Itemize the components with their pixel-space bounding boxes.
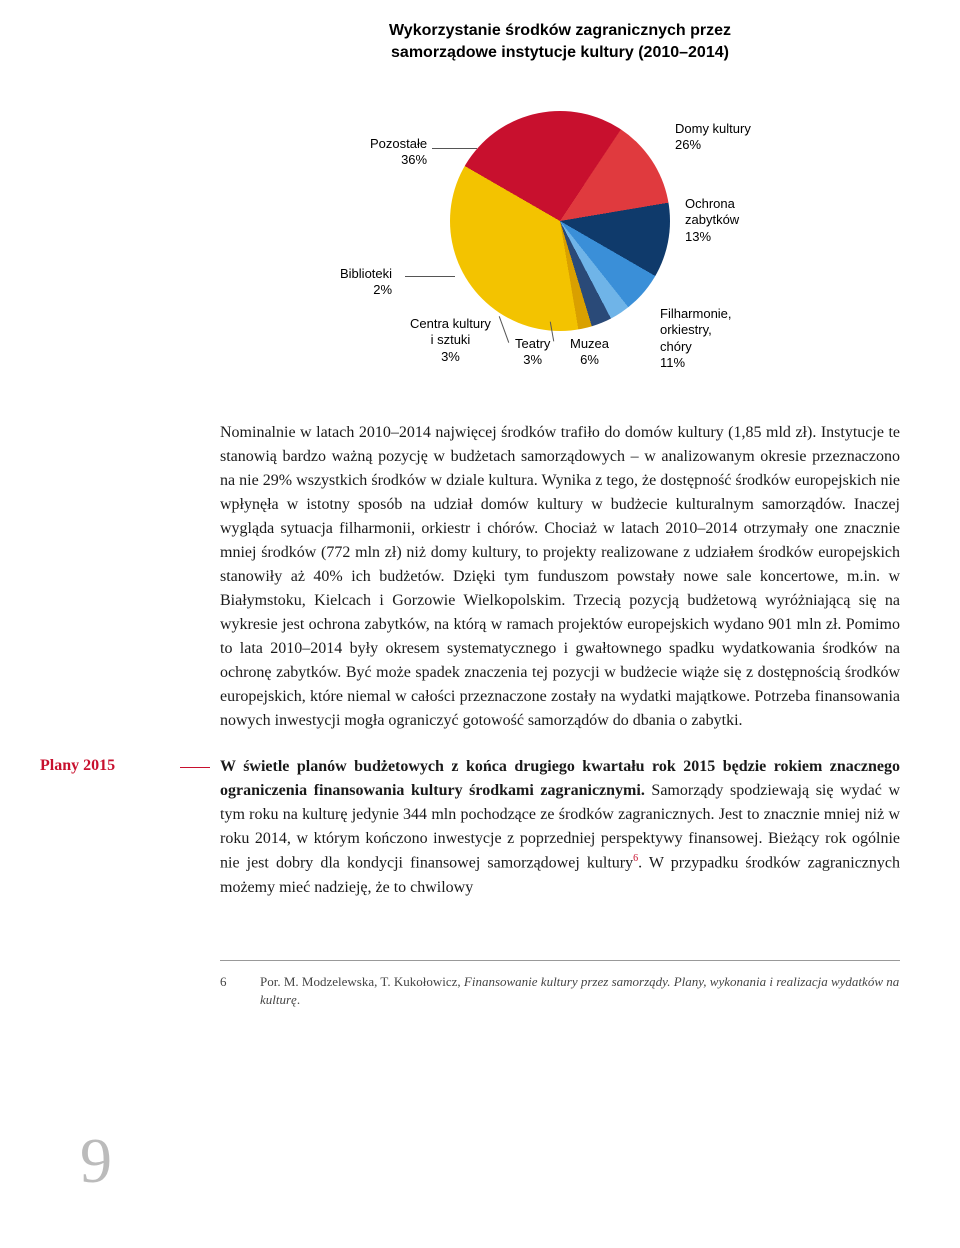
pie-label-teatry: Teatry3%	[515, 336, 550, 369]
footnote-number: 6	[220, 973, 260, 1009]
pie-label-ochrona: Ochronazabytków13%	[685, 196, 739, 245]
chart-title: Wykorzystanie środków zagranicznych prze…	[220, 20, 900, 63]
pie-label-pozostale: Pozostałe36%	[370, 136, 427, 169]
footnote-text: Por. M. Modzelewska, T. Kukołowicz, Fina…	[260, 973, 900, 1009]
page-number: 9	[80, 1124, 112, 1198]
pie-label-filharmonie: Filharmonie,orkiestry,chóry11%	[660, 306, 732, 371]
footnote: 6 Por. M. Modzelewska, T. Kukołowicz, Fi…	[220, 973, 900, 1009]
pie-chart-section: Wykorzystanie środków zagranicznych prze…	[220, 20, 900, 391]
section-rule	[180, 767, 210, 768]
footnote-rule	[220, 960, 900, 961]
pie-label-muzea: Muzea6%	[570, 336, 609, 369]
section-side-label: Plany 2015	[40, 755, 180, 775]
pie-label-centra: Centra kulturyi sztuki3%	[410, 316, 491, 365]
pie-label-domy: Domy kultury26%	[675, 121, 751, 154]
pie-chart: Domy kultury26% Ochronazabytków13% Filha…	[270, 81, 850, 391]
paragraph-1: Nominalnie w latach 2010–2014 najwięcej …	[220, 421, 900, 733]
pie-label-biblioteki: Biblioteki2%	[340, 266, 392, 299]
section-body: W świetle planów budżetowych z końca dru…	[220, 755, 900, 899]
section-plany-2015: Plany 2015 W świetle planów budżetowych …	[40, 755, 900, 899]
